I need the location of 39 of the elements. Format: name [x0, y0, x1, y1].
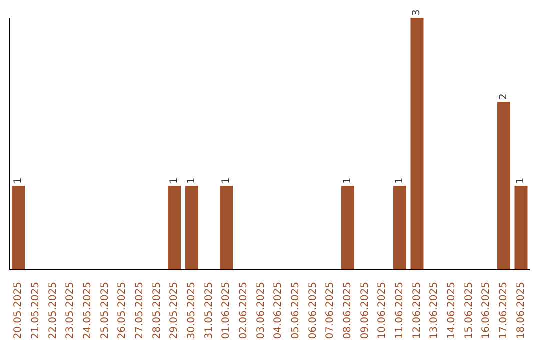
data-label: 1	[169, 178, 180, 184]
x-tick-label: 26.05.2025	[117, 282, 128, 340]
data-label: 1	[186, 178, 198, 184]
x-tick-label: 07.06.2025	[325, 282, 336, 340]
data-label: 1	[221, 178, 232, 184]
x-tick-label: 29.05.2025	[169, 282, 180, 340]
data-label: 1	[13, 178, 24, 184]
data-label: 1	[394, 178, 406, 184]
x-tick-label: 12.06.2025	[412, 282, 423, 340]
data-label: 3	[412, 10, 423, 16]
x-tick-label: 22.05.2025	[48, 282, 59, 340]
x-tick-label: 20.05.2025	[13, 282, 24, 340]
x-tick-label: 14.06.2025	[446, 282, 458, 340]
x-tick-label: 01.06.2025	[221, 282, 232, 340]
x-tick-label: 09.06.2025	[360, 282, 371, 340]
x-tick-label: 17.06.2025	[498, 282, 510, 340]
x-tick-label: 27.05.2025	[134, 282, 146, 340]
x-tick-label: 15.06.2025	[464, 282, 475, 340]
x-tick-label: 18.06.2025	[516, 282, 527, 340]
x-tick-label: 06.06.2025	[308, 282, 319, 340]
x-tick-label: 31.05.2025	[204, 282, 215, 340]
x-tick-label: 28.05.2025	[152, 282, 163, 340]
x-tick-label: 24.05.2025	[82, 282, 94, 340]
x-tick-label: 08.06.2025	[342, 282, 354, 340]
x-tick-label: 23.05.2025	[65, 282, 76, 340]
x-tick-label: 30.05.2025	[186, 282, 198, 340]
x-tick-label: 13.06.2025	[429, 282, 440, 340]
x-tick-label: 16.06.2025	[481, 282, 492, 340]
data-label: 1	[516, 178, 527, 184]
x-tick-label: 04.06.2025	[273, 282, 284, 340]
x-tick-label: 02.06.2025	[238, 282, 250, 340]
x-tick-label: 21.05.2025	[30, 282, 42, 340]
x-tick-label: 03.06.2025	[256, 282, 267, 340]
x-tick-label: 10.06.2025	[377, 282, 388, 340]
data-label: 2	[498, 94, 510, 100]
data-label: 1	[342, 178, 354, 184]
x-tick-label: 25.05.2025	[100, 282, 111, 340]
x-tick-label: 05.06.2025	[290, 282, 302, 340]
x-tick-label: 11.06.2025	[394, 282, 406, 340]
